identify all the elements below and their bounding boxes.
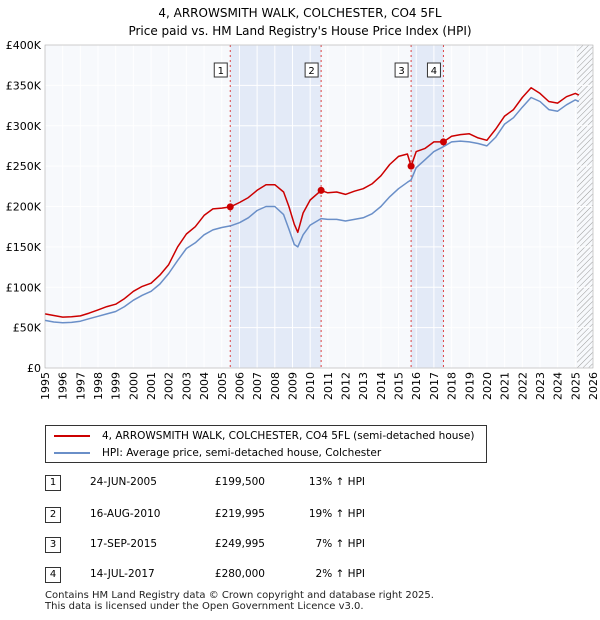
x-tick-label: 2025 (569, 372, 582, 400)
y-tick-label: £300K (6, 120, 42, 133)
legend-label-hpi: HPI: Average price, semi-detached house,… (102, 447, 382, 459)
transaction-hpi: 19% ↑ HPI (308, 508, 365, 520)
legend-swatch-property (54, 435, 90, 437)
x-tick-label: 2017 (428, 372, 441, 400)
footer: Contains HM Land Registry data © Crown c… (45, 590, 434, 612)
transaction-number: 2 (45, 507, 61, 523)
marker-label-box (304, 62, 319, 78)
x-tick-label: 1996 (57, 372, 70, 400)
transaction-date: 24-JUN-2005 (90, 476, 157, 488)
transaction-number: 3 (45, 537, 61, 553)
marker-label: 1 (218, 66, 224, 77)
y-tick-label: £200K (6, 201, 42, 214)
marker-label-box (394, 62, 409, 78)
legend-item-hpi: HPI: Average price, semi-detached house,… (54, 445, 381, 461)
x-tick-label: 2023 (534, 372, 547, 400)
transaction-number: 1 (45, 475, 61, 491)
transaction-hpi: 13% ↑ HPI (308, 476, 365, 488)
x-tick-label: 2001 (145, 372, 158, 400)
transaction-date: 14-JUL-2017 (90, 568, 155, 580)
y-tick-label: £150K (6, 241, 42, 254)
y-tick-label: £400K (6, 39, 42, 52)
transaction-number: 4 (45, 567, 61, 583)
marker-label: 2 (308, 66, 314, 77)
x-tick-label: 2018 (446, 372, 459, 400)
x-tick-label: 1999 (110, 372, 123, 400)
x-tick-label: 2022 (516, 372, 529, 400)
x-tick-label: 2007 (251, 372, 264, 400)
x-tick-label: 2021 (499, 372, 512, 400)
x-tick-label: 1998 (92, 372, 105, 400)
x-tick-label: 1995 (39, 372, 52, 400)
transaction-price: £280,000 (214, 568, 265, 580)
y-tick-label: £0 (27, 362, 41, 375)
x-tick-label: 2013 (357, 372, 370, 400)
x-tick-label: 2020 (481, 372, 494, 400)
legend-label-property: 4, ARROWSMITH WALK, COLCHESTER, CO4 5FL … (102, 430, 475, 442)
x-tick-label: 1997 (74, 372, 87, 400)
x-tick-label: 2014 (375, 372, 388, 400)
price-chart: 1 2 3 4 £0 £50K £100K £150K £200K £250K £300K £350K… (6, 39, 600, 400)
sale-point (226, 203, 234, 211)
footer-copyright: Contains HM Land Registry data © Crown c… (45, 590, 434, 601)
x-tick-label: 2011 (322, 372, 335, 400)
transaction-price: £199,500 (214, 476, 265, 488)
x-tick-label: 2016 (410, 372, 423, 400)
marker-label-box (426, 62, 441, 78)
transaction-date: 16-AUG-2010 (90, 508, 161, 520)
x-tick-label: 2010 (304, 372, 317, 400)
x-tick-label: 2024 (552, 372, 565, 400)
series-line-hpi (44, 96, 580, 324)
chart-title: 4, ARROWSMITH WALK, COLCHESTER, CO4 5FL (158, 6, 442, 20)
chart-subtitle: Price paid vs. HM Land Registry's House … (128, 24, 472, 38)
sale-point (439, 138, 447, 146)
x-tick-label: 2009 (286, 372, 299, 400)
plot-border (44, 44, 594, 369)
transaction-price: £249,995 (214, 538, 265, 550)
marker-label: 3 (398, 66, 404, 77)
sale-point (407, 162, 415, 170)
y-tick-label: £50K (13, 322, 42, 335)
x-tick-label: 2003 (180, 372, 193, 400)
y-tick-label: £250K (6, 160, 42, 173)
footer-licence: This data is licensed under the Open Gov… (45, 601, 364, 612)
y-tick-label: £350K (6, 79, 42, 92)
series-line-property (44, 87, 580, 318)
y-tick-label: £100K (6, 281, 42, 294)
transaction-hpi: 7% ↑ HPI (315, 538, 365, 550)
transaction-price: £219,995 (214, 508, 265, 520)
legend-swatch-hpi (54, 452, 90, 454)
x-tick-label: 2005 (216, 372, 229, 400)
x-tick-label: 2008 (269, 372, 282, 400)
x-tick-label: 2026 (587, 372, 600, 400)
transaction-hpi: 2% ↑ HPI (315, 568, 365, 580)
marker-label-box (213, 62, 228, 78)
x-tick-label: 2019 (463, 372, 476, 400)
x-tick-label: 2015 (393, 372, 406, 400)
sale-point (317, 186, 325, 194)
legend-item-property: 4, ARROWSMITH WALK, COLCHESTER, CO4 5FL … (54, 428, 474, 444)
legend: 4, ARROWSMITH WALK, COLCHESTER, CO4 5FL … (45, 425, 487, 463)
x-tick-label: 2004 (198, 372, 211, 400)
x-tick-label: 2000 (127, 372, 140, 400)
x-tick-label: 2006 (233, 372, 246, 400)
transaction-date: 17-SEP-2015 (90, 538, 158, 550)
x-tick-label: 2012 (340, 372, 353, 400)
x-tick-label: 2002 (163, 372, 176, 400)
marker-label: 4 (431, 66, 437, 77)
